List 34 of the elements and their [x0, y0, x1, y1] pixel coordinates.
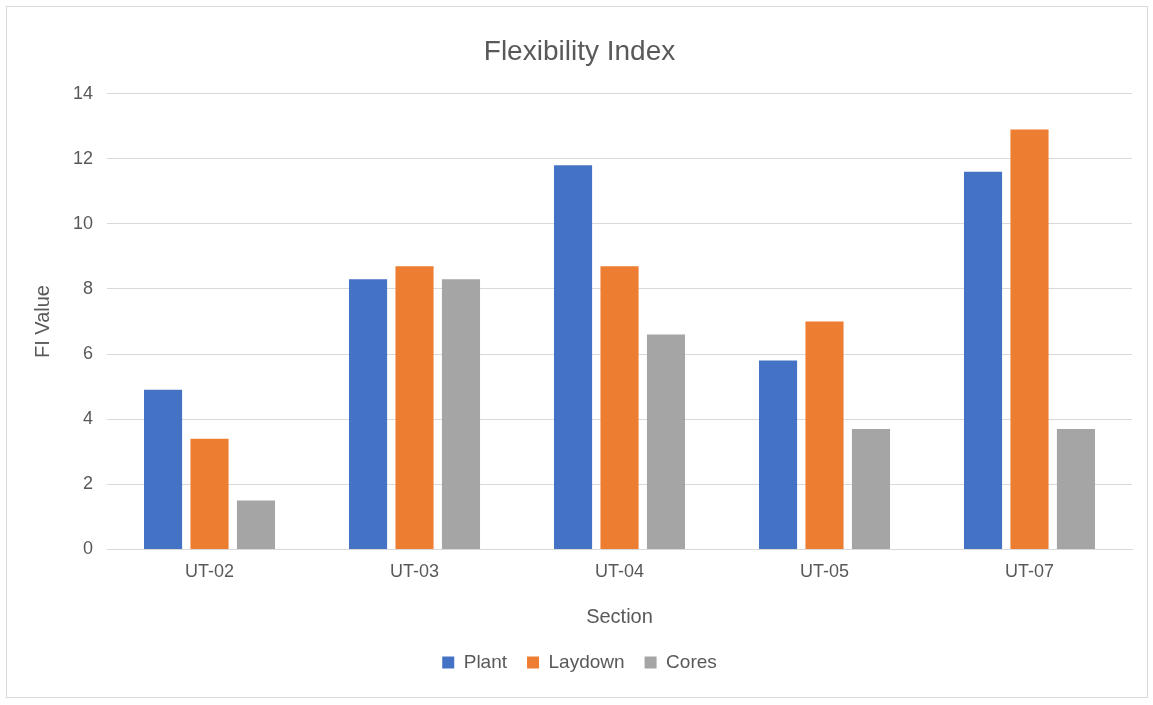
x-tick-label: UT-07 — [1004, 561, 1055, 582]
bar — [805, 321, 844, 549]
legend-label: Cores — [666, 650, 717, 672]
y-tick-label: 6 — [83, 343, 94, 364]
bar — [758, 360, 798, 549]
bar — [441, 279, 481, 549]
bar — [553, 165, 593, 549]
bar — [963, 171, 1003, 549]
x-tick-label: UT-02 — [185, 561, 235, 582]
x-axis-title: Section — [586, 604, 653, 627]
x-tick-label: UT-04 — [595, 561, 645, 582]
bar — [600, 266, 639, 549]
y-tick-label: 14 — [72, 82, 94, 103]
y-tick-label: 0 — [83, 538, 94, 559]
y-axis-title: FI Value — [30, 285, 53, 358]
y-tick-label: 2 — [83, 473, 94, 494]
y-tick-label: 12 — [72, 147, 94, 168]
bar — [851, 428, 891, 549]
chart-title: Flexibility Index — [483, 34, 676, 66]
y-tick-label: 4 — [83, 408, 94, 429]
bar — [190, 438, 229, 549]
bar — [144, 389, 183, 549]
y-tick-label: 10 — [72, 212, 94, 233]
legend-label: Laydown — [548, 650, 625, 672]
bar — [646, 334, 686, 549]
y-tick-label: 8 — [83, 277, 94, 298]
bar — [1056, 428, 1096, 549]
bar — [1010, 129, 1049, 549]
x-tick-label: UT-05 — [799, 561, 850, 582]
legend-label: Plant — [463, 650, 508, 672]
x-tick-label: UT-03 — [390, 561, 440, 582]
bar — [395, 266, 434, 549]
bar — [236, 500, 276, 549]
bar — [349, 279, 388, 549]
